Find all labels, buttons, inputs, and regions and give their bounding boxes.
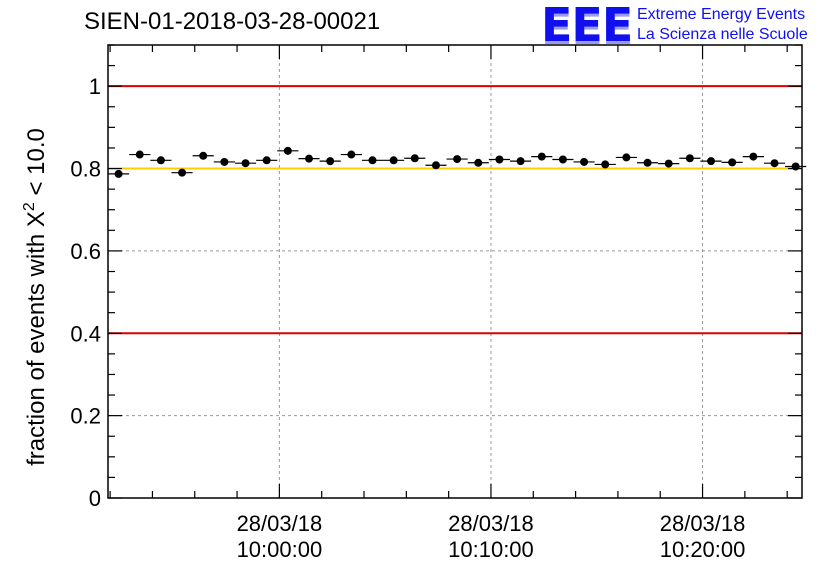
data-point	[643, 158, 652, 167]
data-point	[347, 150, 356, 159]
data-point	[305, 154, 314, 163]
logo-line-1: Extreme Energy Events	[637, 6, 806, 23]
grid	[108, 45, 802, 498]
data-point	[241, 159, 250, 168]
data-point	[516, 157, 525, 166]
data-point	[431, 161, 440, 170]
data-point	[770, 159, 779, 168]
data-point	[283, 146, 292, 155]
y-axis-title-prefix: fraction of events with	[23, 227, 50, 466]
axis-ticks	[108, 44, 802, 499]
data-point	[685, 154, 694, 163]
data-point	[114, 169, 123, 178]
reference-lines	[108, 85, 802, 335]
y-tick-label: 0.6	[70, 239, 101, 264]
tick-labels: 00.20.40.60.8128/03/1810:00:0028/03/1810…	[70, 74, 745, 562]
data-point	[580, 157, 589, 166]
data-point	[135, 150, 144, 159]
y-tick-label: 0	[89, 486, 101, 511]
data-point	[558, 155, 567, 164]
x-tick-label-time: 10:20:00	[660, 537, 746, 562]
data-point	[474, 158, 483, 167]
data-point	[368, 156, 377, 165]
logo-line-2: La Scienza nelle Scuole	[637, 26, 808, 43]
data-point	[707, 157, 716, 166]
x-tick-label-date: 28/03/18	[237, 511, 323, 536]
run-title: SIEN-01-2018-03-28-00021	[84, 8, 381, 35]
data-point	[495, 155, 504, 164]
data-point	[791, 162, 800, 171]
data-point	[389, 156, 398, 165]
y-tick-label: 0.2	[70, 404, 101, 429]
data-point	[199, 151, 208, 160]
x-tick-label-date: 28/03/18	[660, 511, 746, 536]
y-axis-title-symbol: X	[23, 211, 50, 227]
data-point	[749, 152, 758, 161]
data-point	[262, 156, 271, 165]
y-axis-title-sup: 2	[21, 202, 38, 211]
y-tick-label: 0.4	[70, 321, 101, 346]
data-point	[178, 168, 187, 177]
data-point	[537, 152, 546, 161]
data-point	[622, 153, 631, 162]
y-axis-title-suffix: < 10.0	[23, 128, 50, 202]
data-point	[601, 160, 610, 169]
data-point	[453, 155, 462, 164]
data-points	[108, 146, 807, 178]
y-tick-label: 0.8	[70, 157, 101, 182]
x-tick-label-time: 10:10:00	[448, 537, 534, 562]
plot-frame	[107, 44, 803, 499]
data-point	[326, 157, 335, 166]
y-axis-title: fraction of events with X2 < 10.0	[21, 128, 50, 466]
logo-mark: EEE	[541, 0, 633, 52]
x-tick-label-date: 28/03/18	[448, 511, 534, 536]
data-point	[728, 158, 737, 167]
eee-logo: EEE Extreme Energy Events La Scienza nel…	[541, 2, 831, 48]
y-tick-label: 1	[89, 74, 101, 99]
data-point	[156, 156, 165, 165]
data-point	[410, 154, 419, 163]
x-tick-label-time: 10:00:00	[237, 537, 323, 562]
data-point	[220, 157, 229, 166]
data-point	[664, 159, 673, 168]
